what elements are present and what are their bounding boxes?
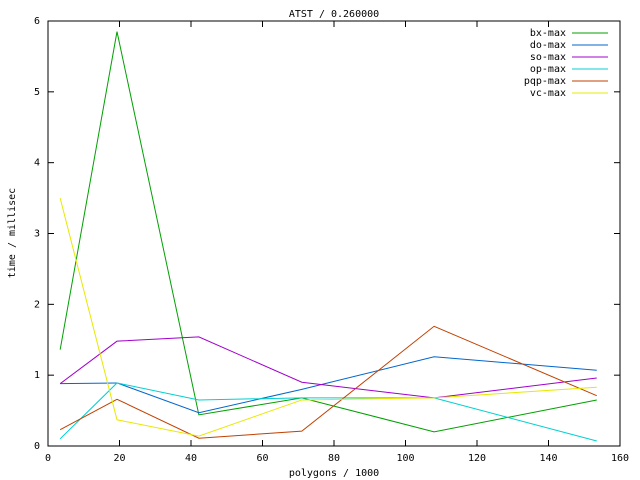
- y-tick-label: 5: [34, 87, 40, 98]
- chart-title: ATST / 0.260000: [289, 9, 379, 20]
- y-tick-label: 1: [34, 370, 40, 381]
- x-tick-label: 20: [113, 453, 125, 464]
- series-line: [59, 382, 597, 442]
- y-tick-label: 6: [34, 16, 40, 27]
- y-axis-label: time / millisec: [7, 188, 18, 278]
- legend-label: op-max: [530, 64, 566, 75]
- series-line: [59, 336, 597, 399]
- x-tick-label: 100: [396, 453, 414, 464]
- legend-label: do-max: [530, 40, 566, 51]
- legend-label: so-max: [530, 52, 566, 63]
- series-line: [59, 325, 597, 439]
- x-tick-label: 60: [256, 453, 268, 464]
- x-tick-label: 140: [539, 453, 557, 464]
- y-tick-label: 2: [34, 299, 40, 310]
- legend-label: vc-max: [530, 88, 566, 99]
- legend-label: pqp-max: [524, 76, 566, 87]
- legend-label: bx-max: [530, 28, 566, 39]
- y-tick-label: 3: [34, 229, 40, 240]
- x-tick-label: 80: [328, 453, 340, 464]
- x-tick-label: 40: [185, 453, 197, 464]
- y-tick-label: 4: [34, 158, 40, 169]
- series-line: [59, 31, 597, 433]
- series-line: [59, 197, 597, 437]
- x-tick-label: 120: [468, 453, 486, 464]
- y-tick-label: 0: [34, 441, 40, 452]
- x-tick-label: 0: [45, 453, 51, 464]
- x-tick-label: 160: [611, 453, 629, 464]
- x-axis-label: polygons / 1000: [289, 468, 379, 479]
